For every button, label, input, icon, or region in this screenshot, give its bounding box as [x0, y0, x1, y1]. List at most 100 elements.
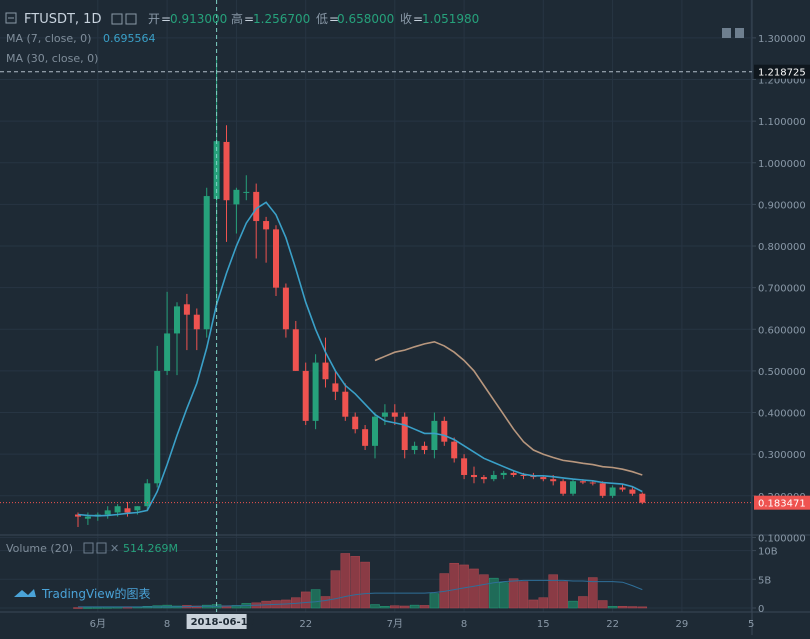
volume-bar: [568, 600, 578, 609]
candle-body: [609, 487, 616, 496]
candle-body: [124, 508, 131, 513]
volume-bar: [508, 578, 519, 609]
volume-bar: [370, 604, 380, 609]
candle-body: [312, 362, 319, 421]
volume-bar: [380, 606, 390, 609]
candle-body: [183, 304, 190, 315]
time-tick-label: 6月: [90, 618, 106, 630]
volume-bar: [409, 604, 420, 609]
candle-body: [282, 287, 289, 330]
watermark-text: TradingView的图表: [41, 586, 151, 601]
settings-icon[interactable]: [125, 13, 137, 25]
volume-bar: [310, 589, 321, 609]
volume-close-icon[interactable]: ✕: [110, 542, 119, 555]
candle-body: [579, 481, 586, 483]
candle-body: [352, 416, 359, 430]
time-tick-label: 22: [299, 619, 312, 630]
crosshair-date-label: 2018-06-13: [191, 617, 255, 628]
candle-body: [193, 314, 200, 330]
ma7-value: 0.695564: [103, 32, 156, 45]
volume-bar: [627, 606, 638, 609]
open-value: 0.913000: [170, 12, 227, 26]
candle-body: [164, 333, 171, 371]
candle-body: [490, 474, 497, 480]
price-tick-label: 0.100000: [758, 533, 806, 544]
candle-body: [253, 191, 260, 222]
candle-body: [401, 416, 408, 451]
price-tick-label: 0.600000: [758, 325, 806, 336]
candle-body: [550, 479, 557, 482]
candle-body: [441, 420, 448, 442]
volume-bar: [83, 607, 93, 609]
volume-bar: [350, 556, 360, 609]
volume-bars: [73, 553, 648, 609]
tradingview-watermark[interactable]: TradingView的图表: [14, 586, 151, 601]
candle-body: [372, 416, 378, 446]
candle-body: [342, 391, 349, 417]
volume-bar: [102, 607, 113, 609]
price-tick-label: 0.500000: [758, 367, 806, 378]
candle-body: [292, 329, 299, 371]
pane-controls[interactable]: [722, 28, 744, 38]
candle-body: [411, 445, 418, 451]
volume-bar: [449, 562, 459, 609]
time-tick-label: 22: [606, 619, 619, 630]
price-tick-label: 1.100000: [758, 117, 806, 128]
candle-body: [322, 362, 329, 380]
grid: [0, 0, 752, 612]
candle-body: [223, 141, 230, 201]
candle-body: [391, 412, 398, 417]
candle-body: [144, 483, 151, 507]
last-price-label: 0.183471: [758, 499, 806, 510]
volume-eye-icon[interactable]: [83, 542, 94, 554]
candle-body: [362, 429, 369, 446]
ma7-label: MA (7, close, 0): [6, 32, 91, 45]
volume-bar: [390, 605, 400, 609]
time-tick-label: 8: [461, 619, 467, 630]
candle-body: [520, 474, 527, 476]
move-pane-down-icon[interactable]: [722, 28, 731, 38]
volume-bar: [330, 570, 341, 609]
candle-body: [461, 458, 468, 475]
volume-bar: [617, 606, 628, 609]
candle-body: [599, 483, 606, 496]
volume-bar: [607, 606, 618, 609]
volume-bar: [73, 607, 83, 609]
candle-body: [174, 306, 180, 334]
open-label: 开: [148, 12, 160, 26]
volume-bar: [419, 605, 430, 609]
price-tick-label: 1.300000: [758, 34, 806, 45]
eye-icon[interactable]: [111, 13, 123, 25]
crosshair-price-tag: 1.218725: [754, 64, 810, 79]
maximize-pane-icon[interactable]: [735, 28, 744, 38]
tradingview-logo-icon: [14, 589, 36, 597]
candle-body: [104, 510, 111, 515]
candle-body: [629, 489, 636, 494]
volume-bar: [578, 596, 588, 609]
collapse-legend-icon[interactable]: [5, 12, 17, 24]
candle-body: [154, 370, 161, 484]
candle-body: [570, 481, 576, 494]
candle-body: [589, 482, 596, 484]
candle-body: [114, 506, 121, 513]
svg-text:=: =: [413, 12, 423, 26]
crosshair-date-tag: 2018-06-13: [186, 614, 255, 629]
candle-body: [263, 221, 270, 230]
candle-body: [332, 383, 339, 392]
candle-body: [302, 370, 309, 421]
volume-bar: [469, 568, 479, 609]
volume-bar: [300, 591, 311, 609]
volume-bar: [340, 553, 351, 609]
candle-body: [273, 229, 279, 288]
close-label: 收: [400, 12, 412, 26]
volume-tick-label: 10B: [758, 547, 778, 558]
candle-body: [560, 481, 567, 494]
volume-label: Volume (20): [6, 542, 73, 555]
candle-body: [540, 477, 547, 480]
svg-text:=: =: [244, 12, 254, 26]
volume-settings-icon[interactable]: [96, 542, 107, 554]
time-tick-label: 5: [748, 619, 754, 630]
candle-body: [134, 506, 141, 511]
